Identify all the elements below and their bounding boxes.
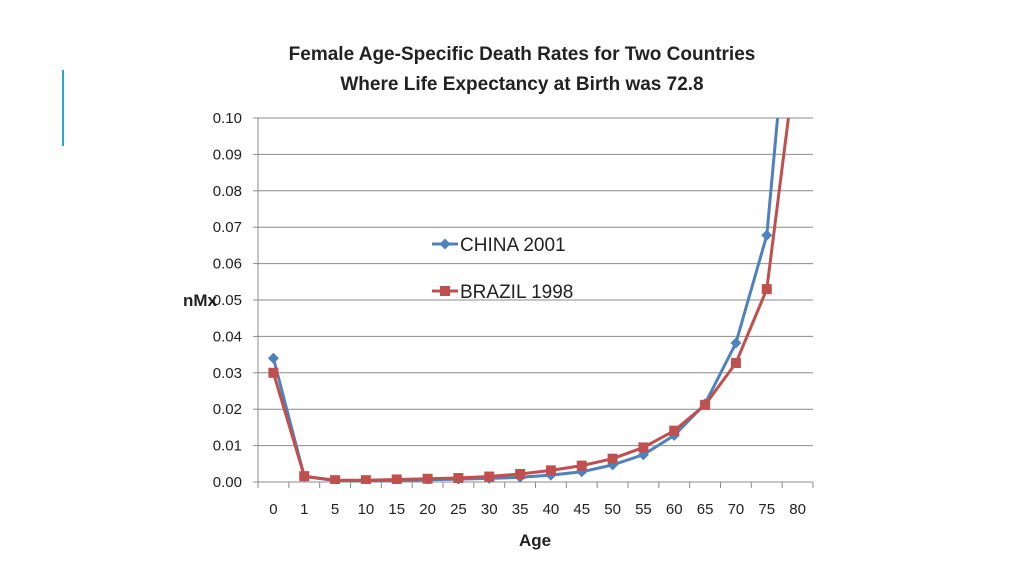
y-axis-label: nMx: [183, 291, 218, 310]
y-tick-0.10: 0.10: [213, 110, 242, 127]
point-1-10: [360, 475, 371, 484]
point-1-20: [422, 473, 433, 484]
point-1-45: [576, 460, 587, 471]
y-tick-0.03: 0.03: [213, 365, 242, 382]
x-tick-5: 5: [331, 501, 339, 518]
point-1-50: [607, 453, 618, 464]
x-tick-75: 75: [758, 501, 775, 518]
x-tick-labels: 0 1 5 10 15 20 25 30 35 40 45 50 55 60 65 70 75 80: [269, 501, 806, 518]
x-tick-10: 10: [358, 501, 375, 518]
legend-label-0: CHINA 2001: [460, 235, 566, 256]
x-axis-label: Age: [519, 531, 551, 550]
x-tick-45: 45: [573, 501, 590, 518]
point-0-0: [267, 352, 279, 364]
legend: CHINA 2001 BRAZIL 1998: [432, 235, 573, 303]
point-1-25: [453, 472, 464, 483]
point-1-40: [545, 465, 556, 476]
point-1-1: [299, 471, 310, 482]
x-tick-1: 1: [300, 501, 308, 518]
y-tick-0.05: 0.05: [213, 292, 242, 309]
point-1-15: [391, 474, 402, 484]
point-1-0: [268, 367, 279, 378]
y-tick-0.09: 0.09: [213, 146, 242, 163]
x-tick-40: 40: [543, 501, 560, 518]
point-1-5: [330, 475, 341, 484]
point-1-70: [730, 357, 741, 368]
gridlines: [258, 117, 813, 447]
y-tick-0.01: 0.01: [213, 438, 242, 455]
x-tick-80: 80: [789, 501, 806, 518]
x-tick-70: 70: [728, 501, 745, 518]
x-tick-55: 55: [635, 501, 652, 518]
point-1-30: [484, 471, 495, 482]
y-tick-labels: 0.00 0.01 0.02 0.03 0.04 0.05 0.06 0.07 0.08 0.09…: [213, 110, 242, 491]
x-tick-25: 25: [450, 501, 467, 518]
chart-title-line-2: Where Life Expectancy at Birth was 72.8: [340, 74, 703, 95]
y-tick-0.02: 0.02: [213, 401, 242, 418]
point-1-60: [669, 425, 680, 436]
y-tick-0.07: 0.07: [213, 219, 242, 236]
x-tick-15: 15: [388, 501, 405, 518]
x-tick-30: 30: [481, 501, 498, 518]
x-tick-0: 0: [269, 501, 277, 518]
x-tick-50: 50: [604, 501, 621, 518]
series-line-1: [271, 118, 790, 482]
y-tick-0.00: 0.00: [213, 474, 242, 491]
series-group: [267, 40, 803, 484]
y-tick-0.08: 0.08: [213, 183, 242, 200]
accent-bar: [62, 70, 64, 146]
axes: [253, 117, 814, 488]
point-1-65: [700, 399, 711, 410]
y-tick-0.04: 0.04: [213, 328, 242, 345]
x-tick-60: 60: [666, 501, 683, 518]
legend-label-1: BRAZIL 1998: [460, 282, 573, 303]
y-tick-0.06: 0.06: [213, 256, 242, 273]
point-1-75: [761, 284, 772, 295]
point-0-70: [730, 337, 742, 349]
x-tick-20: 20: [419, 501, 436, 518]
legend-marker-1: [440, 286, 450, 296]
point-0-75: [761, 229, 773, 241]
legend-marker-0: [439, 238, 451, 250]
point-1-55: [638, 442, 649, 453]
point-1-80: [793, 40, 803, 50]
point-1-35: [515, 468, 526, 479]
chart-title-line-1: Female Age-Specific Death Rates for Two …: [289, 44, 756, 65]
x-tick-65: 65: [697, 501, 714, 518]
x-tick-35: 35: [512, 501, 529, 518]
